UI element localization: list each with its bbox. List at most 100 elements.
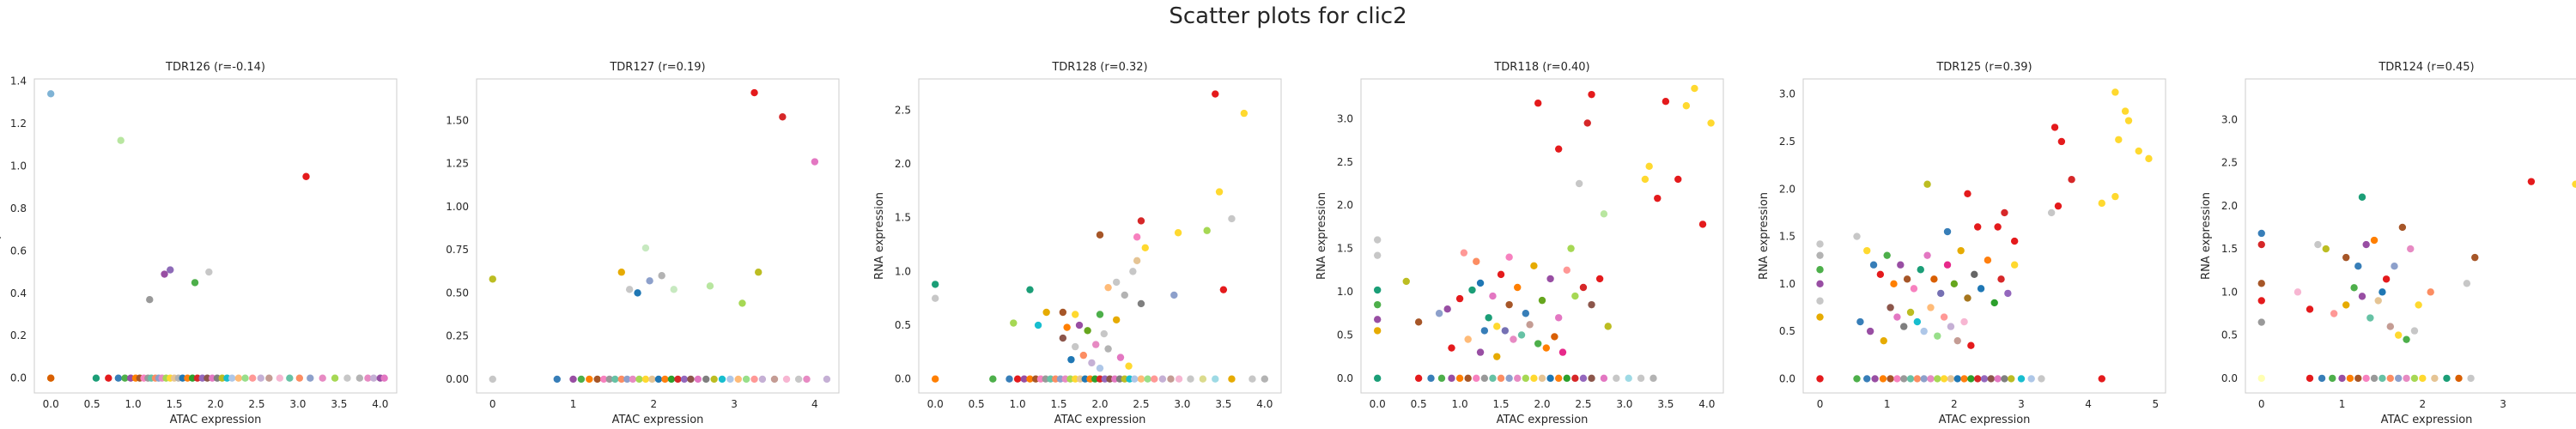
scatter-point (2314, 240, 2322, 249)
scatter-point (1554, 145, 1563, 153)
scatter-point (1984, 256, 1992, 264)
scatter-point (355, 374, 364, 382)
scatter-point (2121, 107, 2129, 115)
scatter-point (1880, 336, 1887, 345)
y-tick-label: 3.0 (1337, 112, 1353, 124)
scatter-point (1129, 268, 1137, 275)
scatter-point (1934, 375, 1941, 383)
scatter-point (2098, 199, 2105, 208)
scatter-point (667, 375, 676, 384)
scatter-point (1579, 374, 1588, 383)
scatter-point (1240, 109, 1249, 118)
scatter-panel-3: TDR128 (r=0.32) 0.0 0.5 1.0 1.5 2.0 2.5 3.0 3.5 4… (873, 61, 1282, 426)
x-tick-label: 2 (650, 398, 657, 410)
y-tick-label: 1.00 (446, 201, 469, 213)
scatter-point (1131, 375, 1139, 383)
scatter-point (617, 375, 625, 384)
scatter-point (2257, 229, 2265, 238)
scatter-point (1476, 279, 1485, 287)
scatter-point (1595, 275, 1604, 283)
scatter-point (2382, 275, 2391, 283)
scatter-point (931, 375, 939, 383)
scatter-point (1600, 374, 1608, 383)
scatter-point (1900, 323, 1908, 330)
y-tick-label: 0.0 (1337, 372, 1353, 384)
scatter-point (1121, 375, 1128, 383)
scatter-point (569, 375, 577, 384)
scatter-point (1920, 327, 1928, 335)
y-tick-label: 1.0 (1337, 286, 1353, 298)
scatter-point (1088, 359, 1096, 367)
scatter-point (770, 375, 779, 384)
scatter-point (1100, 329, 1108, 338)
scatter-point (1863, 375, 1871, 383)
x-tick-label: 3.0 (1174, 398, 1190, 410)
scatter-point (1448, 374, 1455, 383)
scatter-point (1072, 342, 1079, 351)
scatter-point (1987, 375, 1996, 383)
scatter-point (1212, 90, 1219, 98)
scatter-point (1967, 341, 1975, 349)
scatter-point (2527, 178, 2536, 185)
scatter-point (2443, 374, 2451, 383)
scatter-point (46, 374, 55, 382)
scatter-point (1869, 261, 1878, 269)
scatter-point (1414, 374, 1423, 383)
scatter-point (1542, 344, 1550, 352)
plot-area (1802, 78, 2166, 394)
scatter-point (2415, 301, 2422, 309)
scatter-point (1957, 246, 1965, 255)
scatter-point (2403, 374, 2410, 383)
y-axis-label: RNA expression (1315, 192, 1328, 280)
scatter-point (369, 374, 378, 382)
scatter-point (117, 136, 125, 144)
x-tick-label: 3.5 (1215, 398, 1231, 410)
y-tick-label: 1.5 (2221, 243, 2238, 255)
scatter-point (204, 374, 211, 382)
scatter-point (1816, 297, 1824, 305)
scatter-point (1101, 375, 1109, 383)
scatter-point (1973, 223, 1982, 231)
scatter-point (1460, 249, 1468, 257)
scatter-point (1571, 374, 1579, 383)
scatter-point (1203, 227, 1211, 234)
scatter-point (1514, 374, 1522, 383)
scatter-point (1480, 327, 1489, 335)
scatter-point (593, 375, 601, 384)
scatter-point (2370, 374, 2379, 383)
scatter-point (1517, 331, 1526, 339)
scatter-point (2354, 262, 2362, 270)
x-tick-label: 3.5 (1657, 398, 1674, 410)
scatter-point (779, 113, 787, 121)
y-tick-label: 1.4 (10, 75, 27, 87)
scatter-point (1947, 375, 1955, 383)
scatter-point (1910, 285, 1918, 293)
scatter-point (2257, 280, 2265, 287)
scatter-point (1990, 299, 1998, 307)
x-tick-label: 1.0 (1452, 398, 1468, 410)
scatter-point (161, 270, 168, 278)
x-tick-label: 2.5 (1133, 398, 1149, 410)
scatter-point (2342, 253, 2350, 262)
scatter-point (1866, 327, 1874, 335)
y-tick-label: 2.5 (1779, 136, 1795, 148)
y-tick-label: 0.5 (1779, 325, 1795, 337)
x-tick-label: 1.0 (125, 398, 142, 410)
scatter-point (1059, 308, 1067, 317)
scatter-point (1558, 348, 1567, 356)
scatter-point (634, 289, 641, 297)
scatter-point (1212, 375, 1219, 383)
scatter-point (1876, 270, 1885, 278)
scatter-point (1199, 375, 1207, 383)
x-tick-label: 1.5 (1492, 398, 1509, 410)
x-tick-label: 0 (2258, 398, 2265, 410)
scatter-point (1448, 344, 1455, 352)
scatter-point (121, 374, 129, 382)
panel-title: TDR127 (r=0.19) (609, 61, 705, 74)
scatter-point (1026, 375, 1034, 383)
scatter-point (2394, 331, 2403, 339)
scatter-point (1588, 90, 1595, 99)
scatter-point (674, 375, 682, 384)
scatter-point (1010, 319, 1018, 327)
scatter-point (228, 374, 236, 382)
